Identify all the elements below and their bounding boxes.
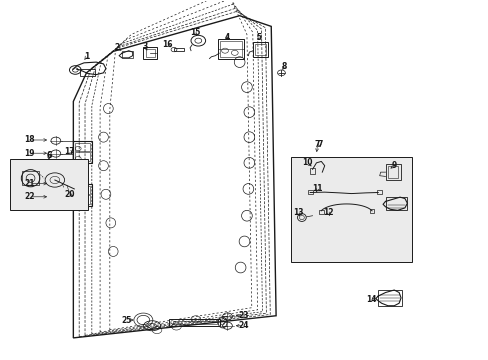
Bar [75,153,90,161]
Bar [75,195,90,204]
Text: 23: 23 [238,311,248,320]
Text: 16: 16 [162,40,173,49]
Bar [75,143,90,152]
Text: 20: 20 [64,190,75,199]
Bar [309,168,314,174]
Text: 10: 10 [302,158,312,167]
Bar [10,158,88,210]
Bar [22,171,39,185]
Text: 19: 19 [24,149,35,158]
Bar [172,321,216,324]
Bar [220,41,242,57]
Bar [174,48,183,51]
Text: 25: 25 [122,315,132,324]
Text: 2: 2 [114,43,120,52]
Text: 9: 9 [391,161,396,170]
Text: 8: 8 [281,62,286,71]
Text: 13: 13 [292,208,303,217]
Bar [318,210,323,214]
Text: 22: 22 [24,192,35,201]
Text: 3: 3 [142,41,147,50]
Text: 1: 1 [83,52,89,61]
Text: 4: 4 [224,33,230,42]
Text: 12: 12 [322,208,333,217]
Bar [255,44,265,55]
Bar [122,51,132,58]
Text: 7: 7 [317,140,322,149]
Text: 11: 11 [311,184,322,193]
Bar [145,49,154,57]
Bar [387,166,397,178]
Text: 21: 21 [24,179,35,188]
Text: 5: 5 [256,33,261,42]
Text: 7: 7 [314,140,320,149]
Text: 17: 17 [64,147,75,156]
Text: 6: 6 [46,151,52,160]
Text: 6: 6 [46,151,52,160]
Text: 24: 24 [238,321,248,330]
Bar [369,209,374,213]
Bar [377,290,401,306]
Bar [253,42,267,57]
Bar [169,319,220,327]
Text: 15: 15 [189,28,200,37]
Bar [73,184,92,206]
Text: 14: 14 [365,295,375,304]
Bar [73,141,92,163]
Bar [75,186,90,194]
Bar [386,197,406,210]
Bar [143,47,157,59]
Bar [376,190,381,194]
Bar [217,39,244,59]
Bar [385,164,400,180]
Bar [80,68,95,76]
Bar [290,157,411,262]
Bar [307,190,312,194]
Text: 18: 18 [24,135,35,144]
